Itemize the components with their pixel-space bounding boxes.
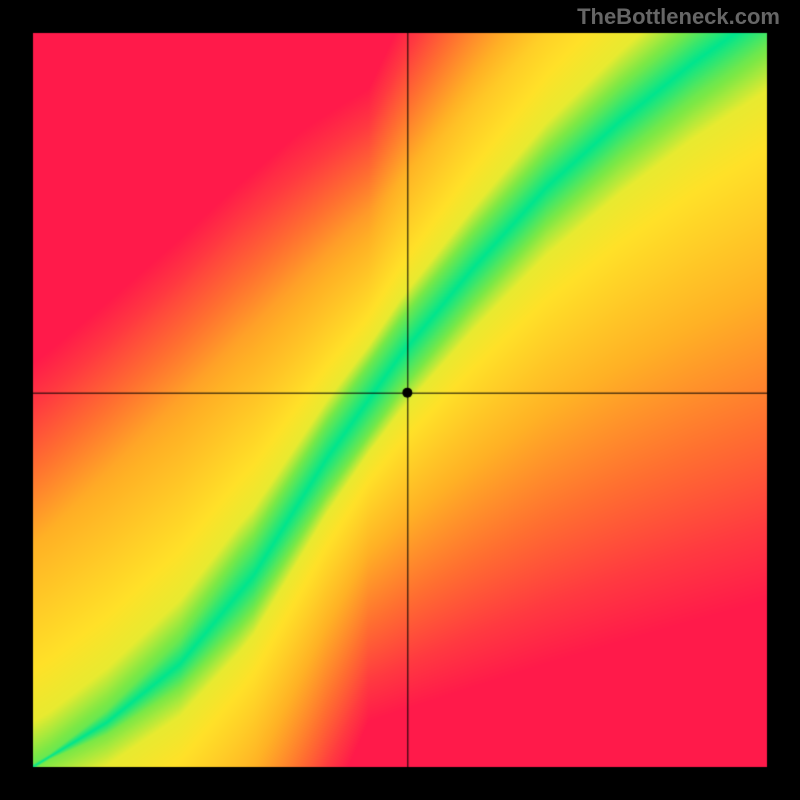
bottleneck-heatmap [0,0,800,800]
watermark-text: TheBottleneck.com [577,4,780,30]
